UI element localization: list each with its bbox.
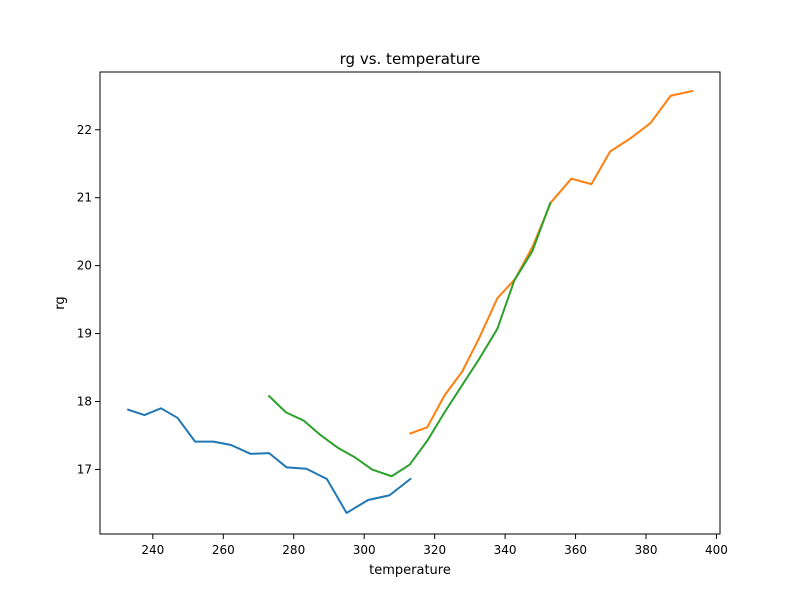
plot-area-frame [99,71,721,535]
x-tick-label: 400 [705,543,728,557]
plot-lines [126,89,694,514]
y-tick-label: 18 [77,395,92,409]
y-axis-label: rg [53,296,68,309]
y-tick-label: 21 [77,191,92,205]
y-axis: 17 18 19 20 21 22 [77,123,100,476]
y-tick-label: 22 [77,123,92,137]
x-tick-label: 260 [212,543,235,557]
series-line-1 [126,407,412,514]
x-tick-label: 320 [423,543,446,557]
series-line-3 [267,201,552,478]
x-tick-label: 300 [353,543,376,557]
y-tick-label: 19 [77,327,92,341]
x-tick-label: 380 [635,543,658,557]
x-axis-label: temperature [369,563,451,578]
x-tick-label: 360 [564,543,587,557]
x-tick-label: 240 [141,543,164,557]
y-tick-label: 20 [77,259,92,273]
x-axis: 240 260 280 300 320 340 360 380 400 [141,534,728,557]
x-tick-label: 280 [282,543,305,557]
x-tick-label: 340 [494,543,517,557]
chart-title: rg vs. temperature [340,50,481,68]
y-tick-label: 17 [77,462,92,476]
